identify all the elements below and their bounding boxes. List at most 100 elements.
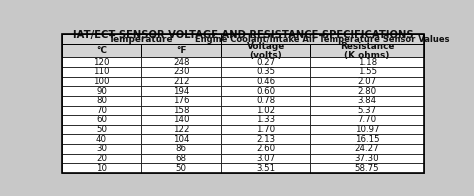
Bar bbox=[310, 86, 424, 96]
Text: 120: 120 bbox=[93, 58, 109, 67]
Text: 3.51: 3.51 bbox=[256, 164, 275, 173]
Bar bbox=[310, 163, 424, 173]
Bar bbox=[62, 44, 141, 57]
Text: 110: 110 bbox=[93, 67, 109, 76]
Text: 86: 86 bbox=[176, 144, 187, 153]
Bar bbox=[141, 105, 221, 115]
Bar bbox=[62, 144, 141, 154]
Text: 3.07: 3.07 bbox=[256, 154, 275, 163]
Text: 68: 68 bbox=[176, 154, 187, 163]
Bar bbox=[141, 44, 221, 57]
Bar bbox=[221, 96, 310, 105]
Bar bbox=[141, 67, 221, 77]
Bar bbox=[62, 77, 141, 86]
Text: Engine Coolant/Intake Air Temperature Sensor Values: Engine Coolant/Intake Air Temperature Se… bbox=[195, 35, 450, 44]
Bar bbox=[221, 77, 310, 86]
Bar bbox=[221, 67, 310, 77]
Text: 1.70: 1.70 bbox=[256, 125, 275, 134]
Bar bbox=[62, 34, 221, 44]
Text: 60: 60 bbox=[96, 115, 107, 124]
Text: 0.27: 0.27 bbox=[256, 58, 275, 67]
Bar bbox=[62, 86, 141, 96]
Bar bbox=[310, 77, 424, 86]
Text: 16.15: 16.15 bbox=[355, 135, 380, 144]
Bar bbox=[62, 57, 141, 67]
Bar bbox=[62, 125, 141, 134]
Bar bbox=[141, 125, 221, 134]
Text: 176: 176 bbox=[173, 96, 190, 105]
Text: 10.97: 10.97 bbox=[355, 125, 379, 134]
Bar bbox=[141, 115, 221, 125]
Text: 30: 30 bbox=[96, 144, 107, 153]
Bar bbox=[221, 125, 310, 134]
Bar bbox=[310, 67, 424, 77]
Text: 0.35: 0.35 bbox=[256, 67, 275, 76]
Text: 230: 230 bbox=[173, 67, 190, 76]
Text: 10: 10 bbox=[96, 164, 107, 173]
Text: 194: 194 bbox=[173, 87, 190, 96]
Text: 3.84: 3.84 bbox=[357, 96, 377, 105]
Text: 40: 40 bbox=[96, 135, 107, 144]
Text: 90: 90 bbox=[96, 87, 107, 96]
Bar bbox=[221, 57, 310, 67]
Bar bbox=[141, 134, 221, 144]
Text: 20: 20 bbox=[96, 154, 107, 163]
Bar bbox=[310, 57, 424, 67]
Text: 122: 122 bbox=[173, 125, 190, 134]
Text: 50: 50 bbox=[176, 164, 187, 173]
Text: 2.13: 2.13 bbox=[256, 135, 275, 144]
Bar bbox=[141, 57, 221, 67]
Bar bbox=[141, 77, 221, 86]
Text: 80: 80 bbox=[96, 96, 107, 105]
Bar bbox=[221, 163, 310, 173]
Bar bbox=[62, 134, 141, 144]
Text: 24.27: 24.27 bbox=[355, 144, 380, 153]
Bar bbox=[141, 96, 221, 105]
Bar bbox=[221, 105, 310, 115]
Text: 158: 158 bbox=[173, 106, 190, 115]
Bar bbox=[310, 115, 424, 125]
Text: 1.33: 1.33 bbox=[256, 115, 275, 124]
Bar bbox=[141, 86, 221, 96]
Bar bbox=[62, 115, 141, 125]
Text: °F: °F bbox=[176, 46, 186, 55]
Bar bbox=[221, 115, 310, 125]
Text: 140: 140 bbox=[173, 115, 190, 124]
Bar bbox=[141, 163, 221, 173]
Bar bbox=[62, 163, 141, 173]
Text: 0.46: 0.46 bbox=[256, 77, 275, 86]
Bar bbox=[310, 105, 424, 115]
Bar bbox=[62, 105, 141, 115]
Bar bbox=[221, 134, 310, 144]
Text: 0.78: 0.78 bbox=[256, 96, 275, 105]
Text: Voltage
(volts): Voltage (volts) bbox=[246, 42, 285, 60]
Text: Temperature: Temperature bbox=[109, 35, 173, 44]
Text: °C: °C bbox=[96, 46, 107, 55]
Bar bbox=[310, 154, 424, 163]
Text: 7.70: 7.70 bbox=[357, 115, 377, 124]
Bar bbox=[62, 154, 141, 163]
Text: 70: 70 bbox=[96, 106, 107, 115]
Text: Resistance
(K ohms): Resistance (K ohms) bbox=[340, 42, 394, 60]
Text: 37.30: 37.30 bbox=[355, 154, 380, 163]
Bar bbox=[221, 144, 310, 154]
Bar bbox=[221, 34, 424, 44]
Text: 100: 100 bbox=[93, 77, 109, 86]
Bar bbox=[310, 125, 424, 134]
Bar bbox=[310, 44, 424, 57]
Bar bbox=[221, 86, 310, 96]
Text: 248: 248 bbox=[173, 58, 190, 67]
Bar bbox=[310, 144, 424, 154]
Text: IAT/ECT SENSOR VOLTAGE AND RESISTANCE SPECIFICATIONS: IAT/ECT SENSOR VOLTAGE AND RESISTANCE SP… bbox=[73, 30, 413, 40]
Text: 2.60: 2.60 bbox=[256, 144, 275, 153]
Text: 2.07: 2.07 bbox=[357, 77, 377, 86]
Text: 58.75: 58.75 bbox=[355, 164, 380, 173]
Text: 50: 50 bbox=[96, 125, 107, 134]
Bar bbox=[221, 44, 310, 57]
Text: 104: 104 bbox=[173, 135, 190, 144]
Bar bbox=[62, 67, 141, 77]
Text: 0.60: 0.60 bbox=[256, 87, 275, 96]
Bar bbox=[141, 154, 221, 163]
Text: 5.37: 5.37 bbox=[357, 106, 377, 115]
Bar bbox=[310, 96, 424, 105]
